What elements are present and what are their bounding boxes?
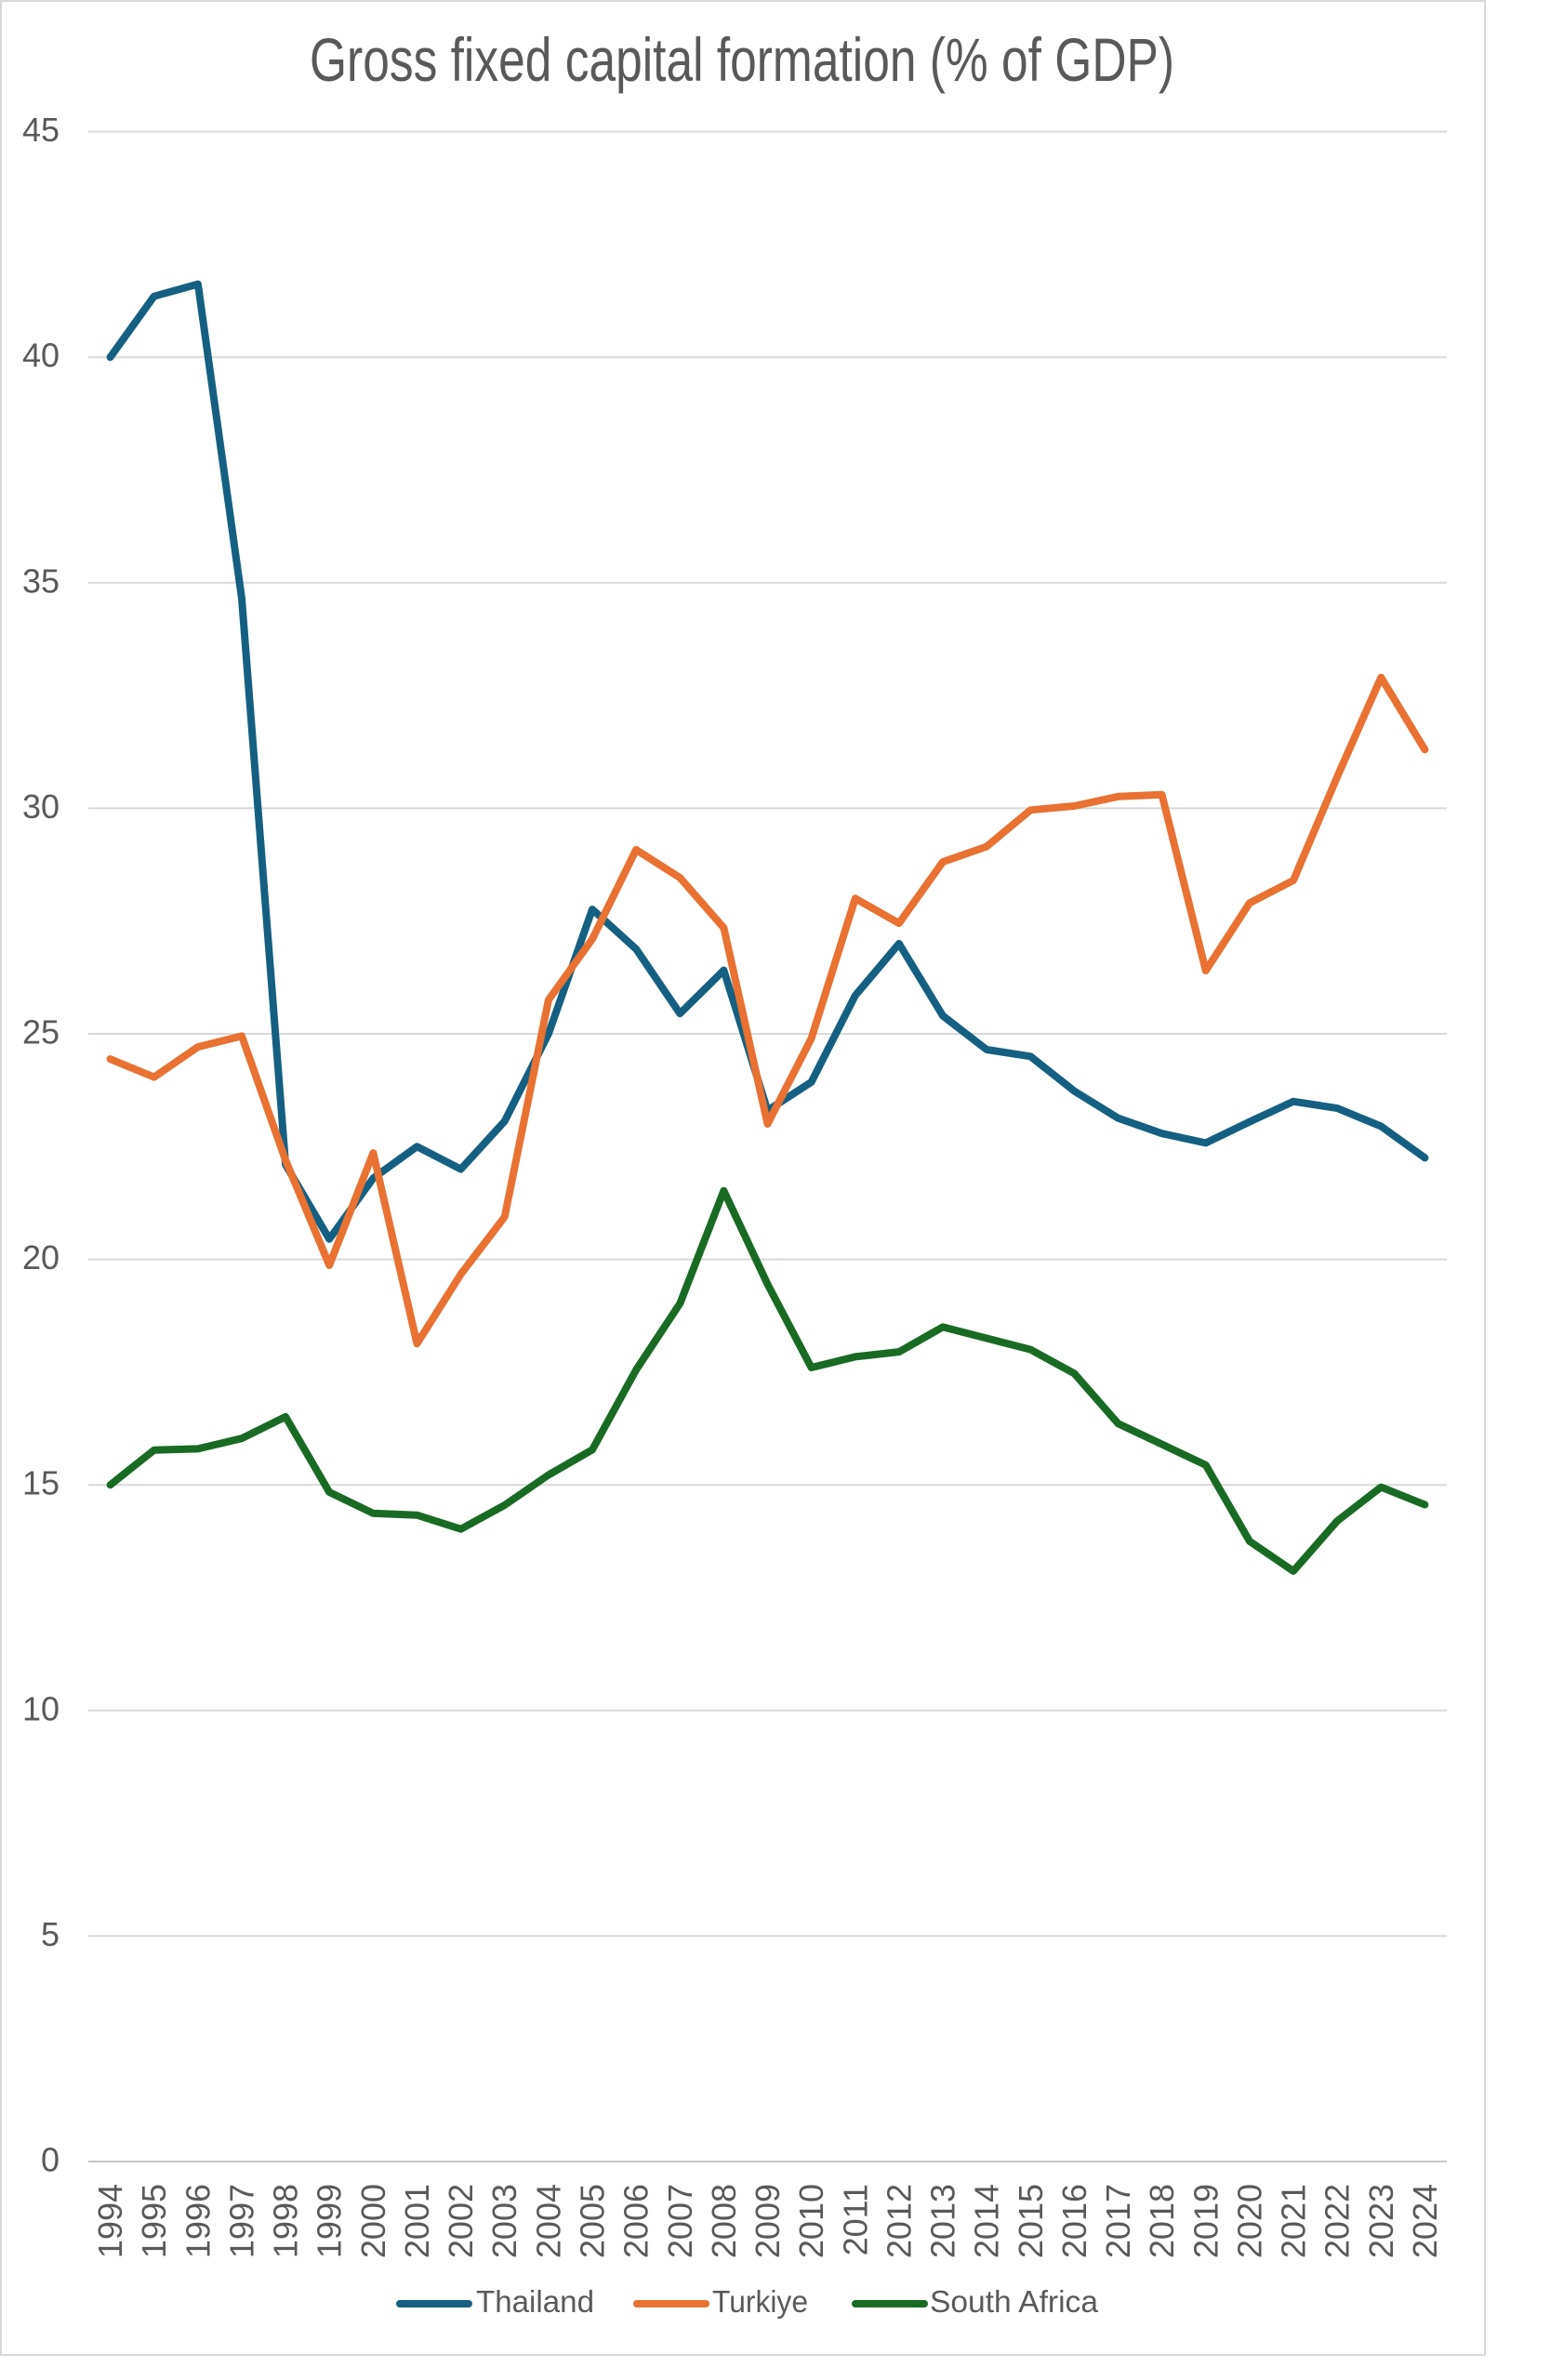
svg-text:2010: 2010 [792,2184,830,2258]
svg-text:2024: 2024 [1406,2184,1444,2258]
svg-text:2017: 2017 [1099,2184,1137,2258]
svg-text:2007: 2007 [661,2184,699,2258]
svg-text:25: 25 [22,1013,60,1051]
svg-text:2013: 2013 [924,2184,962,2258]
svg-text:2002: 2002 [442,2184,480,2258]
svg-text:45: 45 [22,111,60,149]
svg-text:2021: 2021 [1275,2184,1313,2258]
svg-text:Thailand: Thailand [476,2284,594,2319]
svg-text:40: 40 [22,337,60,375]
svg-text:2011: 2011 [836,2184,874,2255]
svg-text:1997: 1997 [223,2184,261,2258]
svg-text:2000: 2000 [354,2184,392,2258]
svg-text:2006: 2006 [617,2184,656,2258]
svg-text:Gross fixed capital formation: Gross fixed capital formation (% of GDP) [310,25,1174,94]
svg-text:2019: 2019 [1186,2184,1225,2258]
svg-text:Turkiye: Turkiye [712,2284,808,2319]
svg-text:1998: 1998 [267,2184,305,2258]
svg-text:5: 5 [41,1915,60,1953]
svg-text:0: 0 [41,2141,60,2179]
svg-text:2005: 2005 [574,2184,612,2258]
svg-text:10: 10 [22,1689,60,1727]
svg-text:30: 30 [22,787,60,826]
svg-text:2016: 2016 [1055,2184,1093,2258]
svg-text:15: 15 [22,1464,60,1502]
svg-text:2020: 2020 [1230,2184,1268,2258]
svg-text:2004: 2004 [529,2184,567,2258]
svg-text:1999: 1999 [311,2184,349,2258]
svg-text:2009: 2009 [749,2184,787,2258]
svg-text:2008: 2008 [705,2184,743,2258]
svg-text:2022: 2022 [1318,2184,1357,2258]
svg-text:South Africa: South Africa [930,2284,1099,2319]
svg-text:35: 35 [22,562,60,600]
svg-text:1996: 1996 [179,2184,217,2258]
svg-text:2001: 2001 [398,2184,436,2258]
svg-text:2015: 2015 [1012,2184,1050,2258]
svg-text:20: 20 [22,1238,60,1276]
svg-text:2012: 2012 [880,2184,918,2258]
svg-text:1994: 1994 [91,2184,129,2258]
svg-text:2018: 2018 [1143,2184,1181,2258]
svg-text:2003: 2003 [485,2184,523,2258]
svg-text:2023: 2023 [1362,2184,1400,2258]
svg-text:2014: 2014 [968,2184,1006,2258]
svg-text:1995: 1995 [135,2184,173,2258]
